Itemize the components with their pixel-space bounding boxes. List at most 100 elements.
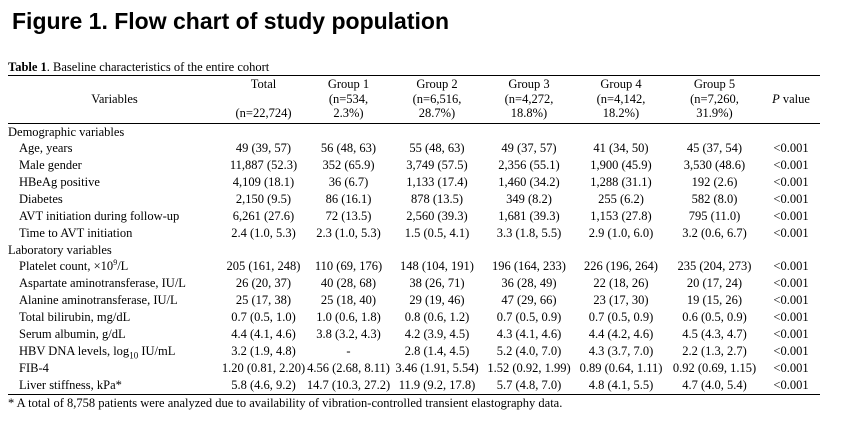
cell-p-value: <0.001: [773, 258, 809, 273]
cell-group-1: -: [346, 343, 351, 358]
table-caption-text: . Baseline characteristics of the entire…: [46, 60, 270, 74]
header-group-5: Group 5 (n=7,260, 31.9%): [667, 75, 762, 124]
cell-group-3: 1,460 (34.2): [498, 174, 560, 189]
cell-p-value: <0.001: [773, 309, 809, 324]
cell-p-value: <0.001: [773, 191, 809, 206]
row-label: HBV DNA levels, log10 IU/mL: [8, 343, 221, 360]
figure-title: Figure 1. Flow chart of study population: [12, 8, 449, 34]
cell-group-3: 2,356 (55.1): [498, 157, 560, 172]
cell-group-4: 1,288 (31.1): [590, 174, 652, 189]
header-group-1-label: Group 1: [327, 77, 370, 91]
cell-group-2: 4.2 (3.9, 4.5): [404, 326, 470, 341]
header-group-5-label: Group 5: [693, 77, 736, 91]
cell-p-value: <0.001: [773, 360, 809, 375]
cell-group-1: 86 (16.1): [325, 191, 372, 206]
cell-group-5: 20 (17, 24): [686, 275, 743, 290]
cell-group-2: 55 (48, 63): [409, 140, 465, 155]
row-label-subscript: 10: [129, 350, 139, 360]
table-row: Alanine aminotransferase, IU/L 25 (17, 3…: [8, 292, 820, 309]
header-total-n: (n=22,724): [235, 106, 292, 120]
table-row: Time to AVT initiation 2.4 (1.0, 5.3) 2.…: [8, 225, 820, 242]
cell-group-2: 878 (13.5): [410, 191, 464, 206]
cell-group-4: 0.89 (0.64, 1.11): [579, 360, 663, 375]
row-label: Aspartate aminotransferase, IU/L: [19, 275, 186, 290]
cell-group-5: 3,530 (48.6): [683, 157, 746, 172]
header-group-3-n: (n=4,272,: [504, 91, 554, 106]
cell-group-2: 2,560 (39.3): [406, 208, 468, 223]
header-group-4-pct: 18.2%): [602, 106, 640, 120]
cell-group-2: 1.5 (0.5, 4.1): [404, 225, 470, 240]
cell-group-3: 1.52 (0.92, 1.99): [487, 360, 571, 375]
cell-group-3: 196 (164, 233): [492, 258, 566, 273]
cell-p-value: <0.001: [773, 343, 809, 358]
row-label: Diabetes: [19, 191, 63, 206]
row-label: Liver stiffness, kPa*: [8, 376, 221, 395]
cell-group-5: 0.92 (0.69, 1.15): [672, 360, 757, 375]
cell-group-5: 795 (11.0): [688, 208, 741, 223]
cell-total: 49 (39, 57): [235, 140, 292, 155]
cell-p-value: <0.001: [773, 225, 809, 240]
cell-group-4: 41 (34, 50): [593, 140, 649, 155]
cell-group-5: 4.5 (4.3, 4.7): [682, 326, 747, 341]
cell-group-3: 49 (37, 57): [501, 140, 557, 155]
cell-total: 205 (161, 248): [226, 258, 301, 273]
row-label: Male gender: [19, 157, 82, 172]
cell-group-3: 0.7 (0.5, 0.9): [496, 309, 562, 324]
cell-p-value: <0.001: [773, 140, 809, 155]
cell-group-4: 4.3 (3.7, 7.0): [588, 343, 654, 358]
header-group-4: Group 4 (n=4,142, 18.2%): [575, 75, 667, 124]
header-group-2-n: (n=6,516,: [412, 91, 462, 106]
cell-group-4: 4.4 (4.2, 4.6): [588, 326, 654, 341]
cell-total: 2,150 (9.5): [235, 191, 292, 206]
table-row: Age, years 49 (39, 57) 56 (48, 63) 55 (4…: [8, 140, 820, 157]
table-caption-label: Table 1: [8, 60, 47, 74]
cell-group-1: 40 (28, 68): [320, 275, 377, 290]
cell-total: 1.20 (0.81, 2.20): [221, 360, 306, 375]
cell-group-5: 3.2 (0.6, 6.7): [682, 225, 747, 240]
row-label: Platelet count, ×109/L: [8, 258, 221, 275]
cell-group-2: 3,749 (57.5): [406, 157, 468, 172]
header-total-label: Total: [250, 77, 277, 91]
row-label: Time to AVT initiation: [19, 225, 133, 240]
cell-group-2: 1,133 (17.4): [406, 174, 468, 189]
table-row: Diabetes 2,150 (9.5) 86 (16.1) 878 (13.5…: [8, 191, 820, 208]
cell-total: 2.4 (1.0, 5.3): [231, 225, 296, 240]
row-label: Age, years: [19, 140, 73, 155]
cell-p-value: <0.001: [773, 326, 809, 341]
cell-group-3: 36 (28, 49): [501, 275, 557, 290]
table-row: Serum albumin, g/dL 4.4 (4.1, 4.6) 3.8 (…: [8, 326, 820, 343]
cell-group-4: 23 (17, 30): [593, 292, 649, 307]
cell-group-1: 56 (48, 63): [320, 140, 377, 155]
cell-group-2: 38 (26, 71): [409, 275, 465, 290]
table-footnote: * A total of 8,758 patients were analyze…: [8, 395, 563, 410]
section-header-demographic: Demographic variables: [8, 123, 820, 140]
cell-total: 0.7 (0.5, 1.0): [231, 309, 296, 324]
header-group-2-pct: 28.7%): [418, 106, 456, 120]
cell-group-1: 25 (18, 40): [320, 292, 377, 307]
cell-group-2: 0.8 (0.6, 1.2): [404, 309, 470, 324]
cell-group-5: 582 (8.0): [691, 191, 738, 206]
cell-group-2: 11.9 (9.2, 17.8): [391, 376, 483, 395]
cell-group-3: 349 (8.2): [506, 191, 552, 206]
section-title: Laboratory variables: [8, 242, 112, 257]
cell-group-3: 3.3 (1.8, 5.5): [496, 225, 562, 240]
header-p-value: P value: [762, 75, 820, 124]
header-group-2-label: Group 2: [416, 77, 458, 91]
cell-total: 4,109 (18.1): [232, 174, 295, 189]
cell-total: 26 (20, 37): [235, 275, 292, 290]
cell-group-4: 22 (18, 26): [593, 275, 649, 290]
cell-group-3: 5.7 (4.8, 7.0): [483, 376, 575, 395]
cell-group-1: 36 (6.7): [328, 174, 369, 189]
cell-group-2: 148 (104, 191): [400, 258, 474, 273]
table-row: Total bilirubin, mg/dL 0.7 (0.5, 1.0) 1.…: [8, 309, 820, 326]
cell-group-1: 72 (13.5): [325, 208, 372, 223]
cell-group-2: 2.8 (1.4, 4.5): [404, 343, 470, 358]
row-label: Alanine aminotransferase, IU/L: [19, 292, 178, 307]
cell-group-4: 4.8 (4.1, 5.5): [575, 376, 667, 395]
table-row: AVT initiation during follow-up 6,261 (2…: [8, 208, 820, 225]
cell-group-3: 5.2 (4.0, 7.0): [496, 343, 562, 358]
cell-p-value: <0.001: [773, 275, 809, 290]
table-row: HBeAg positive 4,109 (18.1) 36 (6.7) 1,1…: [8, 174, 820, 191]
cell-group-1: 3.8 (3.2, 4.3): [316, 326, 381, 341]
section-header-laboratory: Laboratory variables: [8, 242, 820, 258]
